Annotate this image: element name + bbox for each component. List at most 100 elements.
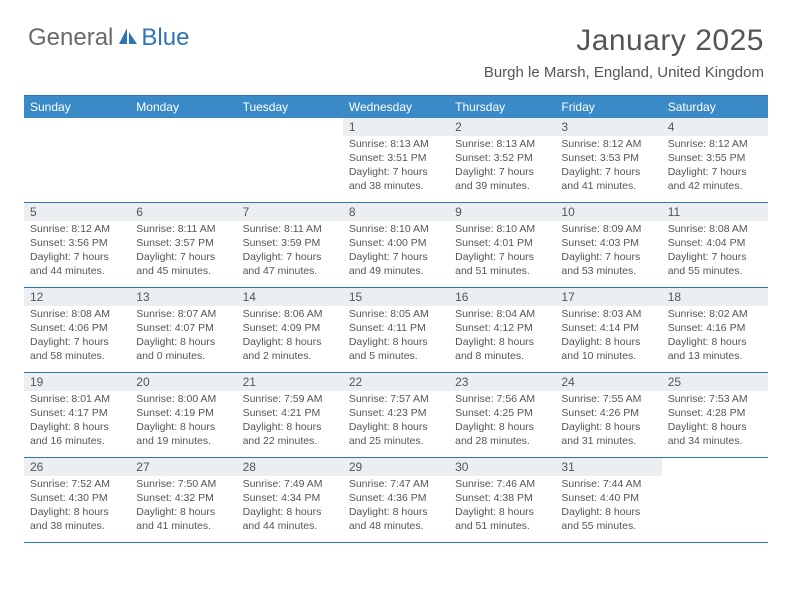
day-number: 17 [555, 288, 661, 306]
day-sunset: Sunset: 3:53 PM [561, 152, 655, 166]
day-daylight: Daylight: 8 hours and 8 minutes. [455, 336, 549, 364]
day-body: Sunrise: 8:03 AMSunset: 4:14 PMDaylight:… [555, 306, 661, 367]
day-body: Sunrise: 7:53 AMSunset: 4:28 PMDaylight:… [662, 391, 768, 452]
weekday-header: Sunday [24, 96, 130, 118]
daynum-wrap: 3 [555, 118, 661, 136]
day-number: 7 [237, 203, 343, 221]
day-body: Sunrise: 8:11 AMSunset: 3:59 PMDaylight:… [237, 221, 343, 282]
day-cell: 11Sunrise: 8:08 AMSunset: 4:04 PMDayligh… [662, 203, 768, 287]
day-sunrise: Sunrise: 7:57 AM [349, 393, 443, 407]
day-number: 6 [130, 203, 236, 221]
day-number: 4 [662, 118, 768, 136]
day-sunset: Sunset: 4:00 PM [349, 237, 443, 251]
day-cell: 25Sunrise: 7:53 AMSunset: 4:28 PMDayligh… [662, 373, 768, 457]
day-sunset: Sunset: 3:59 PM [243, 237, 337, 251]
day-sunrise: Sunrise: 8:12 AM [561, 138, 655, 152]
day-sunset: Sunset: 4:32 PM [136, 492, 230, 506]
day-body [662, 462, 768, 468]
day-sunset: Sunset: 4:38 PM [455, 492, 549, 506]
day-body: Sunrise: 7:55 AMSunset: 4:26 PMDaylight:… [555, 391, 661, 452]
day-sunset: Sunset: 4:21 PM [243, 407, 337, 421]
day-cell: 20Sunrise: 8:00 AMSunset: 4:19 PMDayligh… [130, 373, 236, 457]
daynum-wrap: 25 [662, 373, 768, 391]
day-body: Sunrise: 8:10 AMSunset: 4:01 PMDaylight:… [449, 221, 555, 282]
day-sunset: Sunset: 3:57 PM [136, 237, 230, 251]
day-body: Sunrise: 7:46 AMSunset: 4:38 PMDaylight:… [449, 476, 555, 537]
day-sunset: Sunset: 4:09 PM [243, 322, 337, 336]
day-body: Sunrise: 8:13 AMSunset: 3:52 PMDaylight:… [449, 136, 555, 197]
day-cell: 16Sunrise: 8:04 AMSunset: 4:12 PMDayligh… [449, 288, 555, 372]
day-sunrise: Sunrise: 8:06 AM [243, 308, 337, 322]
day-sunrise: Sunrise: 7:44 AM [561, 478, 655, 492]
day-number: 14 [237, 288, 343, 306]
day-cell [130, 118, 236, 202]
logo: General Blue [28, 24, 189, 52]
day-sunrise: Sunrise: 7:53 AM [668, 393, 762, 407]
day-sunset: Sunset: 4:19 PM [136, 407, 230, 421]
day-daylight: Daylight: 7 hours and 58 minutes. [30, 336, 124, 364]
day-body: Sunrise: 8:12 AMSunset: 3:55 PMDaylight:… [662, 136, 768, 197]
day-cell: 15Sunrise: 8:05 AMSunset: 4:11 PMDayligh… [343, 288, 449, 372]
day-sunrise: Sunrise: 7:50 AM [136, 478, 230, 492]
day-sunset: Sunset: 4:16 PM [668, 322, 762, 336]
day-daylight: Daylight: 8 hours and 28 minutes. [455, 421, 549, 449]
week-row: 12Sunrise: 8:08 AMSunset: 4:06 PMDayligh… [24, 288, 768, 373]
weekday-header: Monday [130, 96, 236, 118]
day-sunrise: Sunrise: 7:52 AM [30, 478, 124, 492]
weekday-header: Thursday [449, 96, 555, 118]
day-cell: 26Sunrise: 7:52 AMSunset: 4:30 PMDayligh… [24, 458, 130, 542]
day-sunrise: Sunrise: 8:01 AM [30, 393, 124, 407]
day-daylight: Daylight: 8 hours and 34 minutes. [668, 421, 762, 449]
daynum-wrap: 23 [449, 373, 555, 391]
week-row: 26Sunrise: 7:52 AMSunset: 4:30 PMDayligh… [24, 458, 768, 543]
day-number: 20 [130, 373, 236, 391]
logo-text-blue: Blue [141, 24, 189, 52]
day-sunrise: Sunrise: 7:56 AM [455, 393, 549, 407]
day-daylight: Daylight: 7 hours and 41 minutes. [561, 166, 655, 194]
day-cell: 13Sunrise: 8:07 AMSunset: 4:07 PMDayligh… [130, 288, 236, 372]
weekday-header: Tuesday [237, 96, 343, 118]
day-cell: 27Sunrise: 7:50 AMSunset: 4:32 PMDayligh… [130, 458, 236, 542]
day-sunrise: Sunrise: 8:07 AM [136, 308, 230, 322]
day-sunset: Sunset: 4:01 PM [455, 237, 549, 251]
day-number: 1 [343, 118, 449, 136]
weekday-header: Saturday [662, 96, 768, 118]
day-cell: 10Sunrise: 8:09 AMSunset: 4:03 PMDayligh… [555, 203, 661, 287]
day-sunrise: Sunrise: 8:11 AM [136, 223, 230, 237]
day-sunset: Sunset: 4:34 PM [243, 492, 337, 506]
day-body: Sunrise: 7:59 AMSunset: 4:21 PMDaylight:… [237, 391, 343, 452]
day-sunset: Sunset: 4:23 PM [349, 407, 443, 421]
day-sunset: Sunset: 4:30 PM [30, 492, 124, 506]
day-body: Sunrise: 7:47 AMSunset: 4:36 PMDaylight:… [343, 476, 449, 537]
day-body: Sunrise: 8:11 AMSunset: 3:57 PMDaylight:… [130, 221, 236, 282]
day-body: Sunrise: 7:57 AMSunset: 4:23 PMDaylight:… [343, 391, 449, 452]
day-daylight: Daylight: 8 hours and 25 minutes. [349, 421, 443, 449]
day-sunrise: Sunrise: 7:55 AM [561, 393, 655, 407]
day-daylight: Daylight: 8 hours and 16 minutes. [30, 421, 124, 449]
day-sunset: Sunset: 3:56 PM [30, 237, 124, 251]
day-daylight: Daylight: 7 hours and 44 minutes. [30, 251, 124, 279]
day-body [237, 122, 343, 128]
day-daylight: Daylight: 7 hours and 38 minutes. [349, 166, 443, 194]
day-sunset: Sunset: 4:04 PM [668, 237, 762, 251]
day-sunset: Sunset: 4:07 PM [136, 322, 230, 336]
day-cell: 30Sunrise: 7:46 AMSunset: 4:38 PMDayligh… [449, 458, 555, 542]
day-sunrise: Sunrise: 8:12 AM [30, 223, 124, 237]
day-daylight: Daylight: 7 hours and 45 minutes. [136, 251, 230, 279]
day-daylight: Daylight: 7 hours and 42 minutes. [668, 166, 762, 194]
day-body: Sunrise: 7:56 AMSunset: 4:25 PMDaylight:… [449, 391, 555, 452]
week-row: 5Sunrise: 8:12 AMSunset: 3:56 PMDaylight… [24, 203, 768, 288]
day-number: 2 [449, 118, 555, 136]
daynum-wrap: 15 [343, 288, 449, 306]
day-body: Sunrise: 8:08 AMSunset: 4:06 PMDaylight:… [24, 306, 130, 367]
daynum-wrap: 28 [237, 458, 343, 476]
weekday-header-row: Sunday Monday Tuesday Wednesday Thursday… [24, 96, 768, 118]
daynum-wrap: 4 [662, 118, 768, 136]
daynum-wrap: 29 [343, 458, 449, 476]
header: General Blue January 2025 Burgh le Marsh… [0, 0, 792, 81]
day-cell: 8Sunrise: 8:10 AMSunset: 4:00 PMDaylight… [343, 203, 449, 287]
day-cell: 2Sunrise: 8:13 AMSunset: 3:52 PMDaylight… [449, 118, 555, 202]
daynum-wrap: 8 [343, 203, 449, 221]
day-number: 5 [24, 203, 130, 221]
day-number: 29 [343, 458, 449, 476]
